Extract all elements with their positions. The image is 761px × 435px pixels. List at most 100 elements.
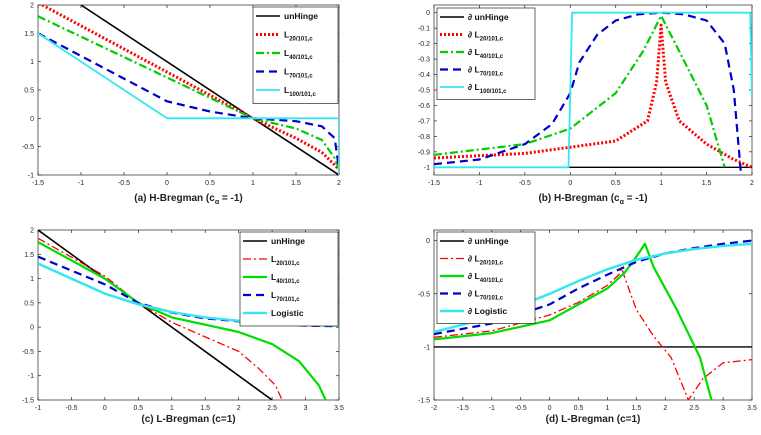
caption-tail: = -1) <box>624 193 648 204</box>
x-tick-label: 3 <box>721 405 725 412</box>
y-tick-label: 0 <box>30 325 34 332</box>
legend-label-main: L <box>284 85 289 95</box>
legend-label-main: L <box>284 30 289 40</box>
legend-label-sub: 70/101,c <box>289 74 313 80</box>
caption-sub: α <box>620 199 625 206</box>
y-tick-label: -0.5 <box>22 144 34 151</box>
legend-label-sub: 100/101,c <box>289 92 316 98</box>
x-tick-label: 0.5 <box>205 180 215 187</box>
y-tick-label: 1 <box>30 276 34 283</box>
legend-label-sub: 20/101,c <box>289 37 313 43</box>
legend: ∂ unHinge∂ L20/101,c∂ L40/101,c∂ L70/101… <box>436 7 536 100</box>
x-tick-label: -1 <box>476 180 482 187</box>
legend-label-main: ∂ L <box>468 30 480 40</box>
legend-label-main: L <box>284 48 289 58</box>
legend-label: ∂ Logistic <box>468 306 507 316</box>
legend-label-sub: 40/101,c <box>480 54 504 60</box>
x-tick-label: 2 <box>237 405 241 412</box>
legend-label-main: L <box>271 272 276 282</box>
x-tick-label: 1 <box>659 180 663 187</box>
x-tick-label: 2 <box>337 180 341 187</box>
legend-label-main: ∂ unHinge <box>468 12 509 22</box>
legend-label: ∂ L40/101,c <box>468 47 504 60</box>
legend-label: ∂ L70/101,c <box>468 289 504 302</box>
legend-label-main: unHinge <box>271 236 305 246</box>
series-line-2 <box>41 5 339 171</box>
caption-sub: α <box>215 199 220 206</box>
legend-label: unHinge <box>271 236 305 246</box>
series-line-4 <box>38 255 339 328</box>
y-tick-label: -0.6 <box>418 103 430 110</box>
series-group <box>434 11 752 175</box>
legend: unHingeL20/101,cL40/101,cL70/101,cL100/1… <box>252 6 339 104</box>
y-tick-label: -0.7 <box>418 118 430 125</box>
series-line-5 <box>38 32 339 175</box>
y-tick-label: -0.8 <box>418 134 430 141</box>
legend-label: ∂ L70/101,c <box>468 65 504 78</box>
x-tick-label: 0 <box>568 180 572 187</box>
x-tick-label: 0.5 <box>574 405 584 412</box>
x-tick-label: -2 <box>431 405 437 412</box>
series-line-1 <box>80 5 339 175</box>
series-line-4 <box>38 32 339 170</box>
legend-label: ∂ L20/101,c <box>468 30 504 43</box>
legend-label: ∂ L100/101,c <box>468 82 507 95</box>
series-line-3 <box>434 14 726 168</box>
legend-label-sub: 70/101,c <box>276 297 300 303</box>
panel-caption: (a) H-Bregman (cα = -1) <box>134 193 243 206</box>
caption-main: (c) L-Bregman (c=1) <box>141 414 235 425</box>
x-tick-label: 2.5 <box>689 405 699 412</box>
x-tick-label: 1.5 <box>291 180 301 187</box>
legend-label-sub: 20/101,c <box>480 261 504 267</box>
legend-label-main: L <box>271 254 276 264</box>
panel-caption: (c) L-Bregman (c=1) <box>141 414 235 425</box>
y-tick-label: 0 <box>426 10 430 17</box>
legend-label: ∂ unHinge <box>468 236 509 246</box>
x-tick-label: 3 <box>304 405 308 412</box>
series-line-3 <box>38 15 339 170</box>
legend-label-sub: 70/101,c <box>480 296 504 302</box>
x-tick-label: 0 <box>103 405 107 412</box>
x-tick-label: 1.5 <box>631 405 641 412</box>
y-tick-label: -0.4 <box>418 72 430 79</box>
y-tick-label: -1 <box>424 344 430 351</box>
caption-tail: = -1) <box>219 193 243 204</box>
y-tick-label: 1.5 <box>24 252 34 259</box>
x-tick-label: -1 <box>78 180 84 187</box>
x-tick-label: -0.5 <box>65 405 77 412</box>
y-tick-label: -0.9 <box>418 149 430 156</box>
legend-label-main: L <box>271 290 276 300</box>
series-line-4 <box>434 239 752 336</box>
caption-main: (b) H-Bregman (c <box>538 193 620 204</box>
y-tick-label: -0.5 <box>22 349 34 356</box>
legend: ∂ unHinge ∂ L20/101,c ∂ L40/101,c ∂ L70/101… <box>436 231 536 324</box>
legend-label-sub: 20/101,c <box>480 37 504 43</box>
x-tick-label: 3.5 <box>747 405 757 412</box>
x-tick-label: -1 <box>489 405 495 412</box>
y-tick-label: -0.2 <box>418 41 430 48</box>
x-tick-label: 0.5 <box>611 180 621 187</box>
series-group <box>38 5 339 175</box>
legend-label: L40/101,c <box>284 48 313 61</box>
x-tick-label: 0 <box>165 180 169 187</box>
legend-label: ∂ L40/101,c <box>468 271 504 284</box>
legend-label: unHinge <box>284 11 318 21</box>
legend-label: L20/101,c <box>284 30 313 43</box>
x-tick-label: 0 <box>548 405 552 412</box>
x-tick-label: 2.5 <box>267 405 277 412</box>
series-line-3 <box>38 241 327 400</box>
legend-label-main: Logistic <box>271 308 304 318</box>
series-line-5 <box>434 11 752 169</box>
legend-label-sub: 70/101,c <box>480 72 504 78</box>
y-tick-label: 0.5 <box>24 300 34 307</box>
panel-3: -1 -0.5 0 0.5 1 1.5 2 2.5 3 3.5-1.5-1-0.500.511.5… <box>22 228 344 426</box>
series-line-2 <box>434 23 752 169</box>
y-tick-label: 2 <box>30 3 34 10</box>
panel-caption: (b) H-Bregman (cα = -1) <box>538 193 647 206</box>
x-tick-label: 2 <box>663 405 667 412</box>
legend-label-main: ∂ L <box>468 271 480 281</box>
x-tick-label: -1.5 <box>32 180 44 187</box>
legend-label-main: L <box>284 67 289 77</box>
y-tick-label: 0 <box>426 238 430 245</box>
legend-label-sub: 100/101,c <box>480 89 507 95</box>
